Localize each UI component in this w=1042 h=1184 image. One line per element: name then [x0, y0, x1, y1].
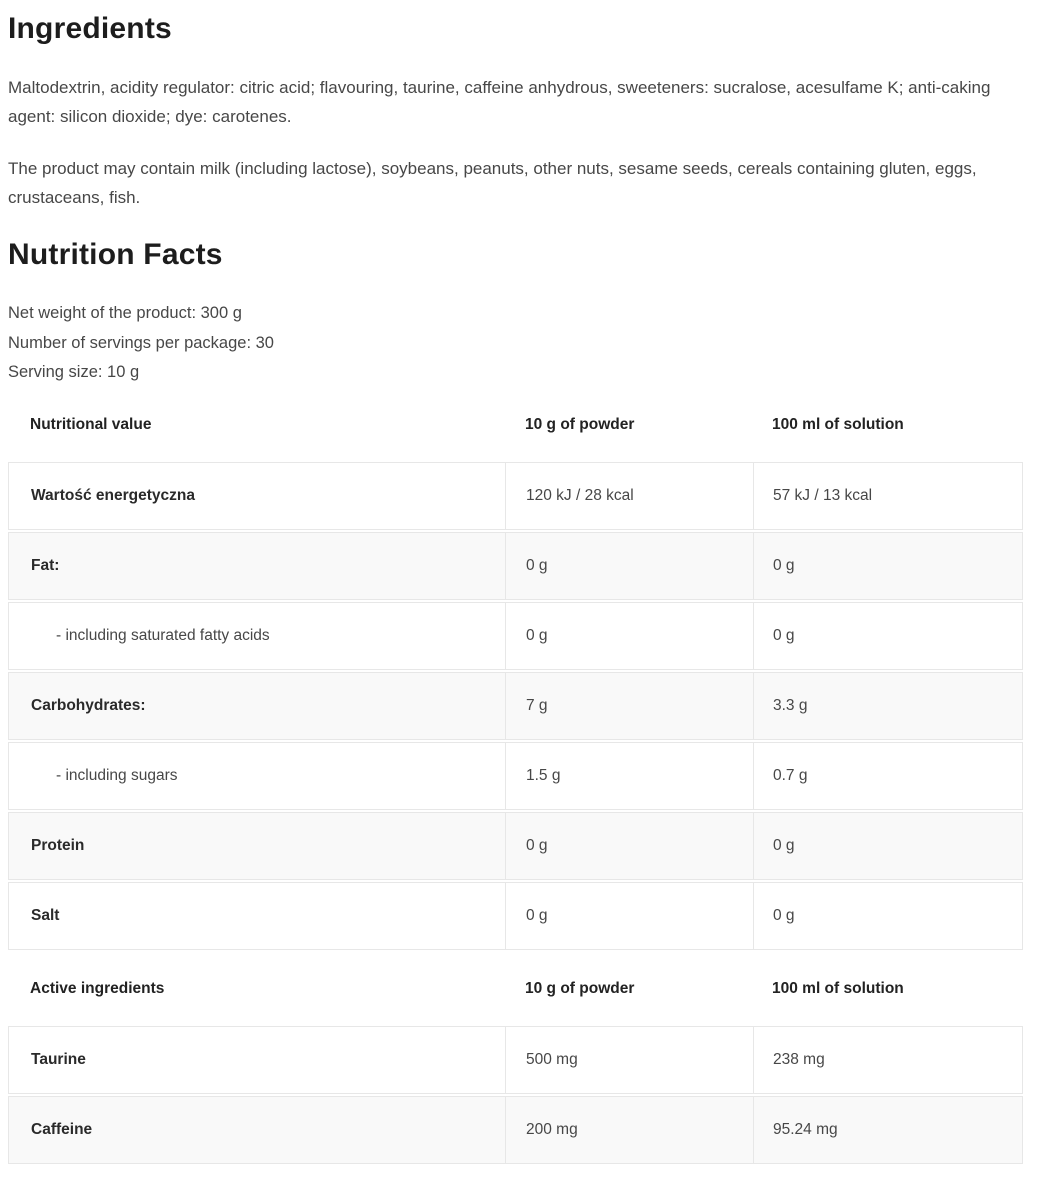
- table-row-taurine: Taurine 500 mg 238 mg: [8, 1025, 1023, 1094]
- column-header-per-10g: 10 g of powder: [525, 415, 635, 433]
- column-header-nutritional-value: Nutritional value: [30, 415, 152, 433]
- value-per-10g: 200 mg: [505, 1096, 753, 1163]
- ingredients-composition-text: Maltodextrin, acidity regulator: citric …: [8, 78, 991, 126]
- value-per-10g: 0 g: [505, 602, 753, 669]
- servings-per-package-line: Number of servings per package: 30: [8, 333, 274, 352]
- value-per-10g: 0 g: [505, 812, 753, 879]
- row-label: Wartość energetyczna: [31, 486, 195, 504]
- value-per-10g: 7 g: [505, 672, 753, 739]
- value-per-10g: 1.5 g: [505, 742, 753, 809]
- table-row-salt: Salt 0 g 0 g: [8, 881, 1023, 950]
- column-header-per-100ml: 100 ml of solution: [772, 979, 904, 997]
- value-per-100ml: 0 g: [753, 882, 1022, 949]
- value-per-10g: 120 kJ / 28 kcal: [505, 462, 753, 529]
- column-header-per-10g: 10 g of powder: [525, 979, 635, 997]
- row-label: Salt: [31, 906, 60, 924]
- value-per-100ml: 0 g: [753, 532, 1022, 599]
- net-weight-line: Net weight of the product: 300 g: [8, 304, 242, 322]
- value-per-10g: 0 g: [505, 532, 753, 599]
- value-per-100ml: 57 kJ / 13 kcal: [753, 462, 1022, 529]
- active-ingredients-table: Active ingredients 10 g of powder 100 ml…: [8, 952, 1023, 1164]
- row-label: Taurine: [31, 1050, 86, 1068]
- ingredients-title: Ingredients: [8, 12, 172, 45]
- value-per-100ml: 0.7 g: [753, 742, 1022, 809]
- value-per-100ml: 0 g: [753, 602, 1022, 669]
- table-row-fat: Fat: 0 g 0 g: [8, 531, 1023, 600]
- value-per-100ml: 3.3 g: [753, 672, 1022, 739]
- nutrition-facts-title: Nutrition Facts: [8, 238, 223, 271]
- column-header-active-ingredients: Active ingredients: [30, 979, 165, 997]
- table-row-caffeine: Caffeine 200 mg 95.24 mg: [8, 1095, 1023, 1164]
- value-per-100ml: 95.24 mg: [753, 1096, 1022, 1163]
- active-ingredients-table-header: Active ingredients 10 g of powder 100 ml…: [8, 952, 1023, 1026]
- ingredients-allergen-text: The product may contain milk (including …: [8, 159, 977, 207]
- table-row-sugars: - including sugars 1.5 g 0.7 g: [8, 741, 1023, 810]
- row-label: - including saturated fatty acids: [56, 626, 270, 644]
- nutritional-value-table-header: Nutritional value 10 g of powder 100 ml …: [8, 388, 1023, 462]
- value-per-10g: 0 g: [505, 882, 753, 949]
- row-label: Protein: [31, 836, 85, 854]
- column-header-per-100ml: 100 ml of solution: [772, 415, 904, 433]
- serving-info: Net weight of the product: 300 g Number …: [8, 299, 1023, 388]
- row-label: Carbohydrates:: [31, 696, 146, 714]
- row-label: - including sugars: [56, 766, 178, 784]
- row-label: Fat:: [31, 556, 60, 574]
- value-per-100ml: 0 g: [753, 812, 1022, 879]
- table-row-saturated-fat: - including saturated fatty acids 0 g 0 …: [8, 601, 1023, 670]
- value-per-10g: 500 mg: [505, 1026, 753, 1093]
- serving-size-line: Serving size: 10 g: [8, 363, 140, 381]
- value-per-100ml: 238 mg: [753, 1026, 1022, 1093]
- table-row-carbohydrates: Carbohydrates: 7 g 3.3 g: [8, 671, 1023, 740]
- row-label: Caffeine: [31, 1120, 93, 1138]
- table-row-energy: Wartość energetyczna 120 kJ / 28 kcal 57…: [8, 461, 1023, 530]
- table-row-protein: Protein 0 g 0 g: [8, 811, 1023, 880]
- nutritional-value-table: Nutritional value 10 g of powder 100 ml …: [8, 388, 1023, 950]
